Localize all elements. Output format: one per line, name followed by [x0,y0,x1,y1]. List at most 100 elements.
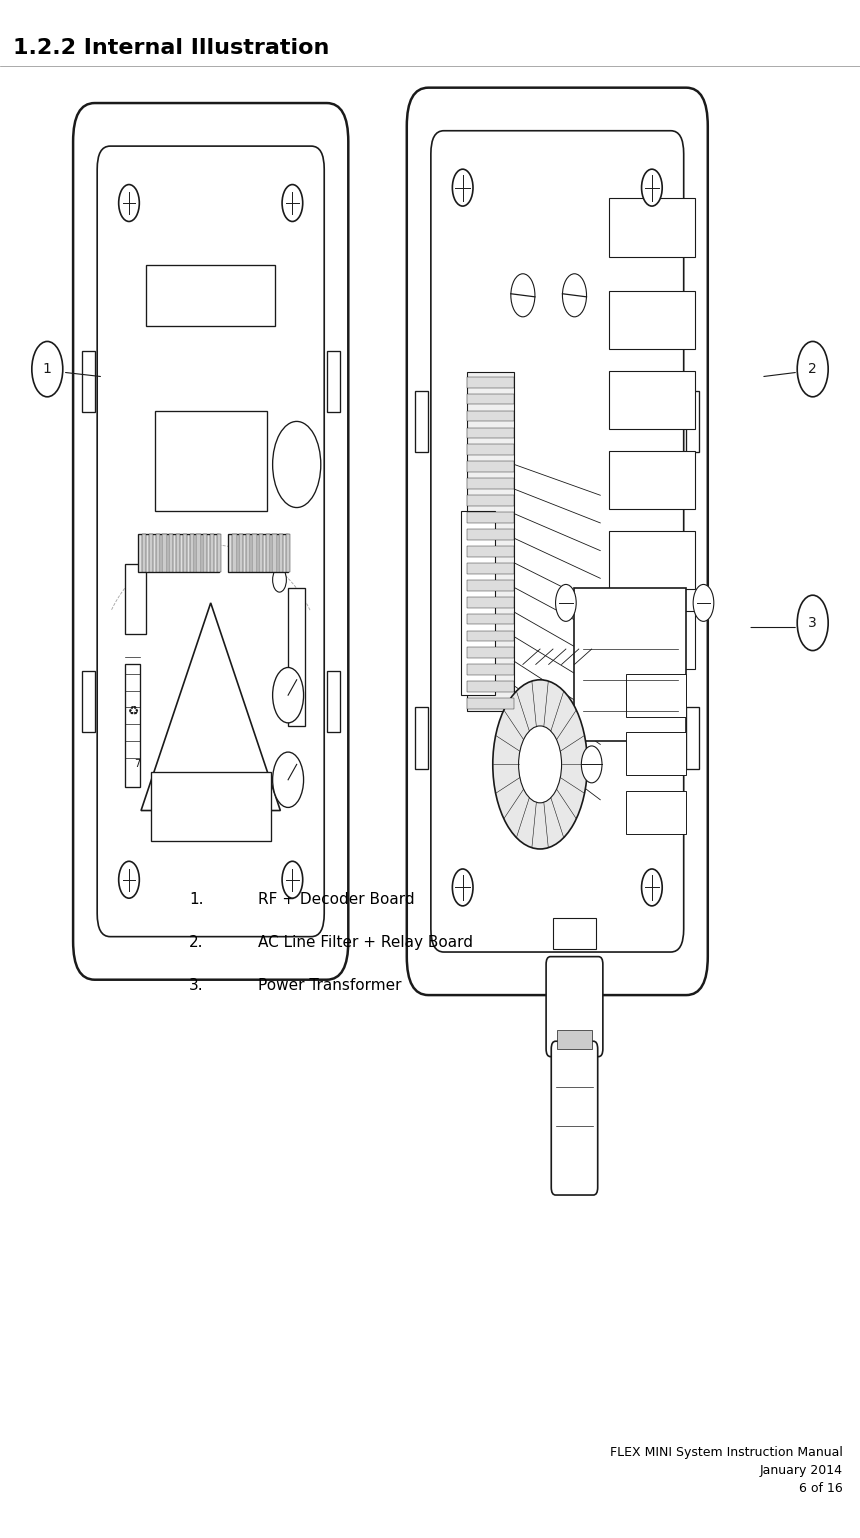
Circle shape [452,169,473,206]
Circle shape [642,869,662,906]
Circle shape [119,861,139,898]
Bar [163,534,167,572]
Text: ♻: ♻ [127,704,139,717]
Bar [246,534,250,572]
Bar [327,351,340,412]
Bar [609,531,695,589]
Circle shape [556,584,576,621]
Bar [149,534,153,572]
Bar [189,534,194,572]
Bar [467,478,514,489]
Bar [686,707,699,769]
Bar [557,1030,592,1049]
Bar [228,534,288,572]
Bar [266,534,270,572]
Bar [415,391,428,452]
Text: 2.: 2. [189,935,204,950]
Circle shape [797,341,828,397]
Bar [626,674,686,717]
Bar [461,511,495,695]
Bar [686,391,699,452]
FancyBboxPatch shape [97,146,324,937]
Polygon shape [141,603,280,811]
Bar [156,534,160,572]
Bar [467,411,514,421]
Bar [288,588,305,726]
Bar [609,371,695,429]
Bar [169,534,174,572]
Bar [467,563,514,574]
Bar [467,495,514,506]
Bar [239,534,243,572]
Text: 7: 7 [134,760,141,769]
Bar [125,664,140,787]
Bar [467,664,514,675]
Bar [574,588,686,741]
Circle shape [282,861,303,898]
Bar [182,534,187,572]
Bar [467,597,514,608]
Circle shape [273,667,304,723]
Bar [467,647,514,658]
Bar [82,351,95,412]
FancyBboxPatch shape [73,103,348,980]
Text: 3: 3 [808,615,817,631]
FancyBboxPatch shape [407,88,708,995]
FancyBboxPatch shape [431,131,684,952]
Text: AC Line Filter + Relay Board: AC Line Filter + Relay Board [258,935,473,950]
Bar [286,534,290,572]
Bar [142,534,146,572]
Bar [467,372,514,711]
Bar [327,671,340,732]
Bar [626,791,686,834]
Bar [217,534,221,572]
Bar [125,564,146,634]
Bar [467,377,514,388]
Bar [259,534,263,572]
Circle shape [32,341,63,397]
Circle shape [581,746,602,783]
Bar [232,534,237,572]
Bar [467,546,514,557]
Bar [82,671,95,732]
Bar [467,681,514,692]
Bar [467,614,514,624]
FancyBboxPatch shape [551,1041,598,1195]
Bar [196,534,200,572]
Circle shape [642,169,662,206]
FancyBboxPatch shape [146,265,275,326]
Circle shape [511,274,535,317]
Circle shape [693,584,714,621]
Bar [626,732,686,775]
Bar [176,534,181,572]
Bar [609,451,695,509]
Circle shape [562,274,587,317]
Bar [467,428,514,438]
Bar [467,698,514,709]
Bar [467,631,514,641]
Bar [150,772,271,841]
Bar [609,198,695,257]
Bar [609,611,695,669]
Bar [210,534,214,572]
Circle shape [273,568,286,592]
Bar [467,394,514,404]
Bar [138,534,219,572]
Bar [203,534,207,572]
Bar [273,534,277,572]
Bar [467,529,514,540]
Circle shape [273,752,304,807]
Bar [553,918,596,949]
Circle shape [519,726,562,803]
Bar [415,707,428,769]
Bar [467,444,514,455]
Text: 2: 2 [808,361,817,377]
Bar [279,534,283,572]
Text: RF + Decoder Board: RF + Decoder Board [258,892,415,907]
Text: 1.: 1. [189,892,204,907]
Circle shape [119,185,139,221]
Circle shape [282,185,303,221]
Text: 3.: 3. [189,978,204,994]
Text: 1: 1 [43,361,52,377]
Bar [467,580,514,591]
